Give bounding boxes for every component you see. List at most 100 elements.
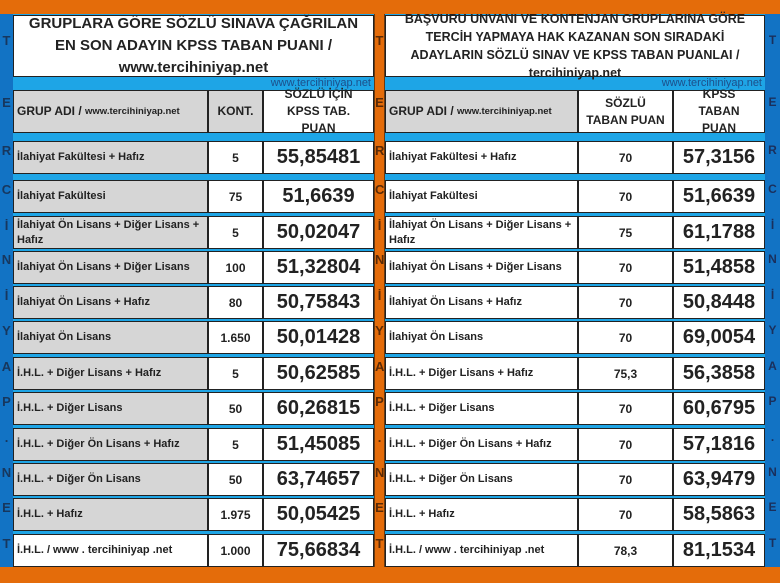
left-letter-strip: T E R C İ N İ Y A P. N E T: [0, 14, 13, 567]
side-letter: E: [2, 500, 11, 515]
side-letter: E: [375, 500, 384, 515]
score-cell: 50,05425: [263, 498, 374, 531]
side-letter: E: [768, 500, 777, 514]
group-name-cell: İ.H.L. + Hafız: [13, 498, 208, 531]
group-name-cell: İlahiyat Ön Lisans + Diğer Lisans + Hafı…: [385, 216, 578, 249]
side-letter: A: [1, 359, 12, 374]
side-letter: P: [768, 394, 777, 408]
group-name-cell: İ.H.L. / www . tercihiniyap .net: [385, 534, 578, 567]
quota-cell: 5: [208, 216, 263, 249]
side-letter: N: [375, 465, 385, 480]
side-letter: İ: [4, 218, 9, 233]
kpss-score-cell: 50,8448: [673, 286, 765, 319]
side-letter: N: [1, 252, 12, 267]
oral-score-cell: 70: [578, 392, 673, 425]
quota-cell: 5: [208, 428, 263, 461]
group-name-cell: İlahiyat Fakültesi: [385, 180, 578, 213]
side-letter: T: [375, 33, 384, 48]
right-table: BAŞVURU UNVANI VE KONTENJAN GRUPLARINA G…: [385, 12, 765, 567]
oral-score-cell: 70: [578, 428, 673, 461]
left-header-group-sub: www.tercihiniyap.net: [85, 106, 180, 117]
side-letter: C: [1, 182, 12, 197]
group-name-cell: İlahiyat Fakültesi + Hafız: [385, 141, 578, 174]
kpss-score-cell: 58,5863: [673, 498, 765, 531]
group-name-cell: İlahiyat Ön Lisans + Diğer Lisans: [385, 251, 578, 284]
quota-cell: 5: [208, 141, 263, 174]
group-name-cell: İlahiyat Ön Lisans: [385, 321, 578, 354]
group-name-cell: İ.H.L. + Diğer Ön Lisans: [13, 463, 208, 496]
right-header-group-main: GRUP ADI /: [389, 104, 454, 118]
kpss-score-cell: 57,3156: [673, 141, 765, 174]
side-letter: C: [375, 182, 385, 197]
side-letter: .: [377, 430, 382, 445]
side-letter: T: [768, 33, 777, 47]
kpss-score-cell: 57,1816: [673, 428, 765, 461]
group-name-cell: İ.H.L. / www . tercihiniyap .net: [13, 534, 208, 567]
group-name-cell: İ.H.L. + Hafız: [385, 498, 578, 531]
side-letter: İ: [770, 288, 775, 302]
kpss-score-cell: 56,3858: [673, 357, 765, 390]
oral-score-cell: 70: [578, 141, 673, 174]
oral-score-cell: 70: [578, 463, 673, 496]
left-header-quota: KONT.: [208, 90, 263, 133]
score-cell: 63,74657: [263, 463, 374, 496]
oral-score-cell: 70: [578, 286, 673, 319]
quota-cell: 5: [208, 357, 263, 390]
kpss-score-cell: 69,0054: [673, 321, 765, 354]
quota-cell: 100: [208, 251, 263, 284]
middle-letter-strip: T E R C İ N İ Y A P. N E T: [374, 14, 385, 567]
score-cell: 50,02047: [263, 216, 374, 249]
side-letter: R: [1, 143, 12, 158]
right-header-group: GRUP ADI / www.tercihiniyap.net: [385, 90, 578, 133]
kpss-score-cell: 81,1534: [673, 534, 765, 567]
quota-cell: 1.975: [208, 498, 263, 531]
right-header-oral: SÖZLÜ TABAN PUAN: [578, 90, 673, 133]
side-letter: P: [2, 394, 11, 409]
side-letter: N: [768, 465, 777, 479]
kpss-score-cell: 51,4858: [673, 251, 765, 284]
side-letter: E: [2, 95, 11, 110]
oral-score-cell: 70: [578, 321, 673, 354]
side-letter: T: [2, 33, 11, 48]
side-letter: T: [768, 536, 777, 550]
quota-cell: 1.000: [208, 534, 263, 567]
group-name-cell: İ.H.L. + Diğer Lisans: [385, 392, 578, 425]
left-table: GRUPLARA GÖRE SÖZLÜ SINAVA ÇAĞRILAN EN S…: [13, 14, 374, 567]
right-table-url: www.tercihiniyap.net: [661, 77, 762, 89]
side-letter: T: [2, 536, 11, 551]
group-name-cell: İlahiyat Ön Lisans + Diğer Lisans: [13, 251, 208, 284]
left-table-title: GRUPLARA GÖRE SÖZLÜ SINAVA ÇAĞRILAN EN S…: [13, 15, 374, 77]
side-letter: .: [770, 430, 775, 444]
group-name-cell: İlahiyat Ön Lisans + Hafız: [13, 286, 208, 319]
side-letter: Y: [768, 323, 777, 337]
score-cell: 50,01428: [263, 321, 374, 354]
oral-score-cell: 70: [578, 251, 673, 284]
side-letter: N: [375, 252, 385, 267]
kpss-score-cell: 51,6639: [673, 180, 765, 213]
score-cell: 60,26815: [263, 392, 374, 425]
group-name-cell: İlahiyat Fakültesi: [13, 180, 208, 213]
side-letter: İ: [4, 288, 9, 303]
group-name-cell: İ.H.L. + Diğer Lisans: [13, 392, 208, 425]
quota-cell: 50: [208, 392, 263, 425]
group-name-cell: İlahiyat Ön Lisans + Diğer Lisans + Hafı…: [13, 216, 208, 249]
score-cell: 50,75843: [263, 286, 374, 319]
quota-cell: 75: [208, 180, 263, 213]
oral-score-cell: 70: [578, 498, 673, 531]
score-cell: 75,66834: [263, 534, 374, 567]
oral-score-cell: 75,3: [578, 357, 673, 390]
right-header-group-sub: www.tercihiniyap.net: [457, 106, 552, 117]
oral-score-cell: 78,3: [578, 534, 673, 567]
side-letter: A: [375, 359, 385, 374]
group-name-cell: İlahiyat Fakültesi + Hafız: [13, 141, 208, 174]
score-cell: 51,32804: [263, 251, 374, 284]
side-letter: İ: [377, 218, 382, 233]
right-table-title: BAŞVURU UNVANI VE KONTENJAN GRUPLARINA G…: [385, 12, 765, 80]
side-letter: A: [768, 359, 777, 373]
group-name-cell: İ.H.L. + Diğer Lisans + Hafız: [13, 357, 208, 390]
quota-cell: 50: [208, 463, 263, 496]
kpss-score-cell: 60,6795: [673, 392, 765, 425]
side-letter: İ: [377, 288, 382, 303]
group-name-cell: İlahiyat Ön Lisans: [13, 321, 208, 354]
left-header-group-main: GRUP ADI /: [17, 104, 82, 118]
